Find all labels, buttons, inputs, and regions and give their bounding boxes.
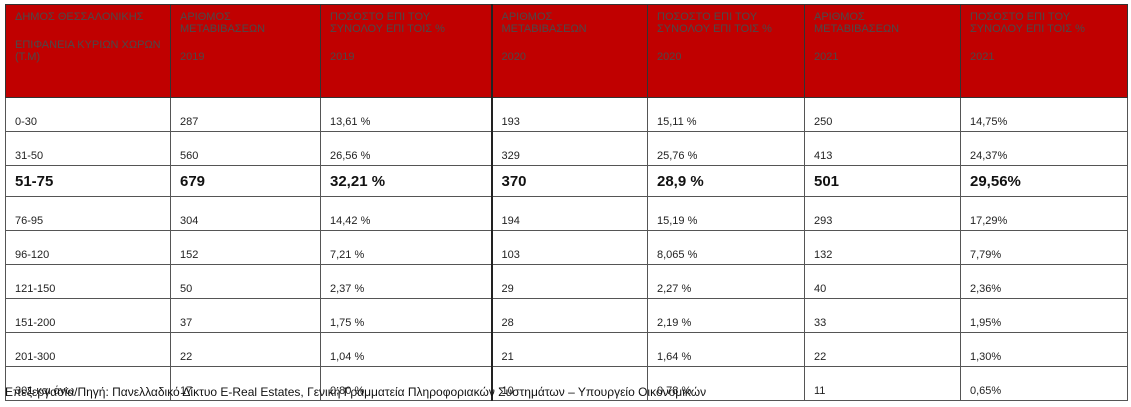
table-row: 76-95 304 14,42 % 194 15,19 % 293 17,29% xyxy=(5,196,1128,231)
cell-count: 413 xyxy=(804,131,961,166)
cell-count: 21 xyxy=(490,332,648,367)
table-row: 0-30 287 13,61 % 193 15,11 % 250 14,75% xyxy=(5,97,1128,132)
header-year: 2021 xyxy=(814,51,839,63)
cell-count: 287 xyxy=(170,97,321,132)
cell-pct: 13,61 % xyxy=(320,97,492,132)
cell-pct: 2,37 % xyxy=(320,264,492,299)
header-count-label: ΑΡΙΘΜΟΣ ΜΕΤΑΒΙΒΑΣΕΩΝ xyxy=(180,11,266,35)
source-note: Επεξεργασία/Πηγή: Πανελλαδικό Δίκτυο E-R… xyxy=(5,385,707,399)
header-year: 2020 xyxy=(657,51,682,63)
cell-count: 560 xyxy=(170,131,321,166)
header-year: 2019 xyxy=(330,51,355,63)
cell-pct: 1,95% xyxy=(960,298,1128,333)
cell-area: 76-95 xyxy=(5,196,171,231)
header-count-2020: ΑΡΙΘΜΟΣ ΜΕΤΑΒΙΒΑΣΕΩΝ 2020 xyxy=(490,4,648,98)
table-row: 301 και άνω 17 0,80 % 10 0,78 % 11 0,65% xyxy=(5,366,1128,401)
cell-area: 301 και άνω xyxy=(5,366,171,401)
cell-pct: 1,30% xyxy=(960,332,1128,367)
cell-count: 10 xyxy=(490,366,648,401)
cell-area: 96-120 xyxy=(5,230,171,265)
header-pct-2021: ΠΟΣΟΣΤΟ ΕΠΙ ΤΟΥ ΣΥΝΟΛΟΥ ΕΠΙ ΤΟΙΣ % 2021 xyxy=(960,4,1128,98)
cell-pct: 1,64 % xyxy=(647,332,805,367)
cell-area: 151-200 xyxy=(5,298,171,333)
cell-pct: 1,04 % xyxy=(320,332,492,367)
cell-area: 201-300 xyxy=(5,332,171,367)
cell-pct: 28,9 % xyxy=(647,165,805,197)
cell-count: 501 xyxy=(804,165,961,197)
table-row-highlight: 51-75 679 32,21 % 370 28,9 % 501 29,56% xyxy=(5,165,1128,197)
cell-count: 11 xyxy=(804,366,961,401)
cell-count: 40 xyxy=(804,264,961,299)
cell-count: 194 xyxy=(490,196,648,231)
cell-count: 250 xyxy=(804,97,961,132)
cell-count: 103 xyxy=(490,230,648,265)
header-pct-2020: ΠΟΣΟΣΤΟ ΕΠΙ ΤΟΥ ΣΥΝΟΛΟΥ ΕΠΙ ΤΟΙΣ % 2020 xyxy=(647,4,805,98)
header-area: ΔΗΜΟΣ ΘΕΣΣΑΛΟΝΙΚΗΣ ΕΠΙΦΑΝΕΙΑ ΚΥΡΙΩΝ ΧΩΡΩ… xyxy=(5,4,171,98)
cell-pct: 2,27 % xyxy=(647,264,805,299)
cell-area: 51-75 xyxy=(5,165,171,197)
header-count-2021: ΑΡΙΘΜΟΣ ΜΕΤΑΒΙΒΑΣΕΩΝ 2021 xyxy=(804,4,961,98)
cell-pct: 8,065 % xyxy=(647,230,805,265)
cell-area: 31-50 xyxy=(5,131,171,166)
cell-count: 28 xyxy=(490,298,648,333)
cell-pct: 24,37% xyxy=(960,131,1128,166)
header-count-2019: ΑΡΙΘΜΟΣ ΜΕΤΑΒΙΒΑΣΕΩΝ 2019 xyxy=(170,4,321,98)
cell-pct: 7,21 % xyxy=(320,230,492,265)
cell-count: 17 xyxy=(170,366,321,401)
header-pct-label: ΠΟΣΟΣΤΟ ΕΠΙ ΤΟΥ ΣΥΝΟΛΟΥ ΕΠΙ ΤΟΙΣ % xyxy=(330,11,445,35)
header-count-label: ΑΡΙΘΜΟΣ ΜΕΤΑΒΙΒΑΣΕΩΝ xyxy=(501,11,587,35)
header-area-title: ΔΗΜΟΣ ΘΕΣΣΑΛΟΝΙΚΗΣ xyxy=(15,11,144,23)
cell-area: 0-30 xyxy=(5,97,171,132)
cell-count: 152 xyxy=(170,230,321,265)
cell-pct: 2,19 % xyxy=(647,298,805,333)
header-pct-label: ΠΟΣΟΣΤΟ ΕΠΙ ΤΟΥ ΣΥΝΟΛΟΥ ΕΠΙ ΤΟΙΣ % xyxy=(657,11,772,35)
transfers-table: ΔΗΜΟΣ ΘΕΣΣΑΛΟΝΙΚΗΣ ΕΠΙΦΑΝΕΙΑ ΚΥΡΙΩΝ ΧΩΡΩ… xyxy=(5,4,1128,401)
cell-count: 679 xyxy=(170,165,321,197)
header-year: 2021 xyxy=(970,51,995,63)
cell-pct: 25,76 % xyxy=(647,131,805,166)
cell-pct: 26,56 % xyxy=(320,131,492,166)
cell-pct: 15,11 % xyxy=(647,97,805,132)
cell-pct: 17,29% xyxy=(960,196,1128,231)
cell-count: 33 xyxy=(804,298,961,333)
cell-count: 132 xyxy=(804,230,961,265)
cell-pct: 14,42 % xyxy=(320,196,492,231)
header-area-subtitle: ΕΠΙΦΑΝΕΙΑ ΚΥΡΙΩΝ ΧΩΡΩΝ (Τ.Μ) xyxy=(15,39,161,63)
cell-area: 121-150 xyxy=(5,264,171,299)
table-row: 96-120 152 7,21 % 103 8,065 % 132 7,79% xyxy=(5,230,1128,265)
table-row: 201-300 22 1,04 % 21 1,64 % 22 1,30% xyxy=(5,332,1128,367)
cell-count: 22 xyxy=(804,332,961,367)
header-pct-label: ΠΟΣΟΣΤΟ ΕΠΙ ΤΟΥ ΣΥΝΟΛΟΥ ΕΠΙ ΤΟΙΣ % xyxy=(970,11,1085,35)
cell-pct: 0,65% xyxy=(960,366,1128,401)
cell-pct: 32,21 % xyxy=(320,165,492,197)
table-body: 0-30 287 13,61 % 193 15,11 % 250 14,75% … xyxy=(5,97,1128,401)
cell-count: 304 xyxy=(170,196,321,231)
cell-count: 329 xyxy=(490,131,648,166)
table-row: 121-150 50 2,37 % 29 2,27 % 40 2,36% xyxy=(5,264,1128,299)
cell-pct: 1,75 % xyxy=(320,298,492,333)
cell-pct: 15,19 % xyxy=(647,196,805,231)
table-header: ΔΗΜΟΣ ΘΕΣΣΑΛΟΝΙΚΗΣ ΕΠΙΦΑΝΕΙΑ ΚΥΡΙΩΝ ΧΩΡΩ… xyxy=(5,4,1128,98)
cell-pct: 29,56% xyxy=(960,165,1128,197)
cell-count: 22 xyxy=(170,332,321,367)
table-row: 31-50 560 26,56 % 329 25,76 % 413 24,37% xyxy=(5,131,1128,166)
table-container: ΔΗΜΟΣ ΘΕΣΣΑΛΟΝΙΚΗΣ ΕΠΙΦΑΝΕΙΑ ΚΥΡΙΩΝ ΧΩΡΩ… xyxy=(5,4,1128,401)
table-row: 151-200 37 1,75 % 28 2,19 % 33 1,95% xyxy=(5,298,1128,333)
cell-pct: 2,36% xyxy=(960,264,1128,299)
cell-count: 293 xyxy=(804,196,961,231)
header-count-label: ΑΡΙΘΜΟΣ ΜΕΤΑΒΙΒΑΣΕΩΝ xyxy=(814,11,900,35)
header-year: 2019 xyxy=(180,51,205,63)
cell-count: 193 xyxy=(490,97,648,132)
cell-pct: 7,79% xyxy=(960,230,1128,265)
cell-pct: 14,75% xyxy=(960,97,1128,132)
cell-count: 50 xyxy=(170,264,321,299)
header-pct-2019: ΠΟΣΟΣΤΟ ΕΠΙ ΤΟΥ ΣΥΝΟΛΟΥ ΕΠΙ ΤΟΙΣ % 2019 xyxy=(320,4,492,98)
cell-count: 370 xyxy=(490,165,648,197)
cell-count: 29 xyxy=(490,264,648,299)
cell-count: 37 xyxy=(170,298,321,333)
header-year: 2020 xyxy=(501,51,526,63)
